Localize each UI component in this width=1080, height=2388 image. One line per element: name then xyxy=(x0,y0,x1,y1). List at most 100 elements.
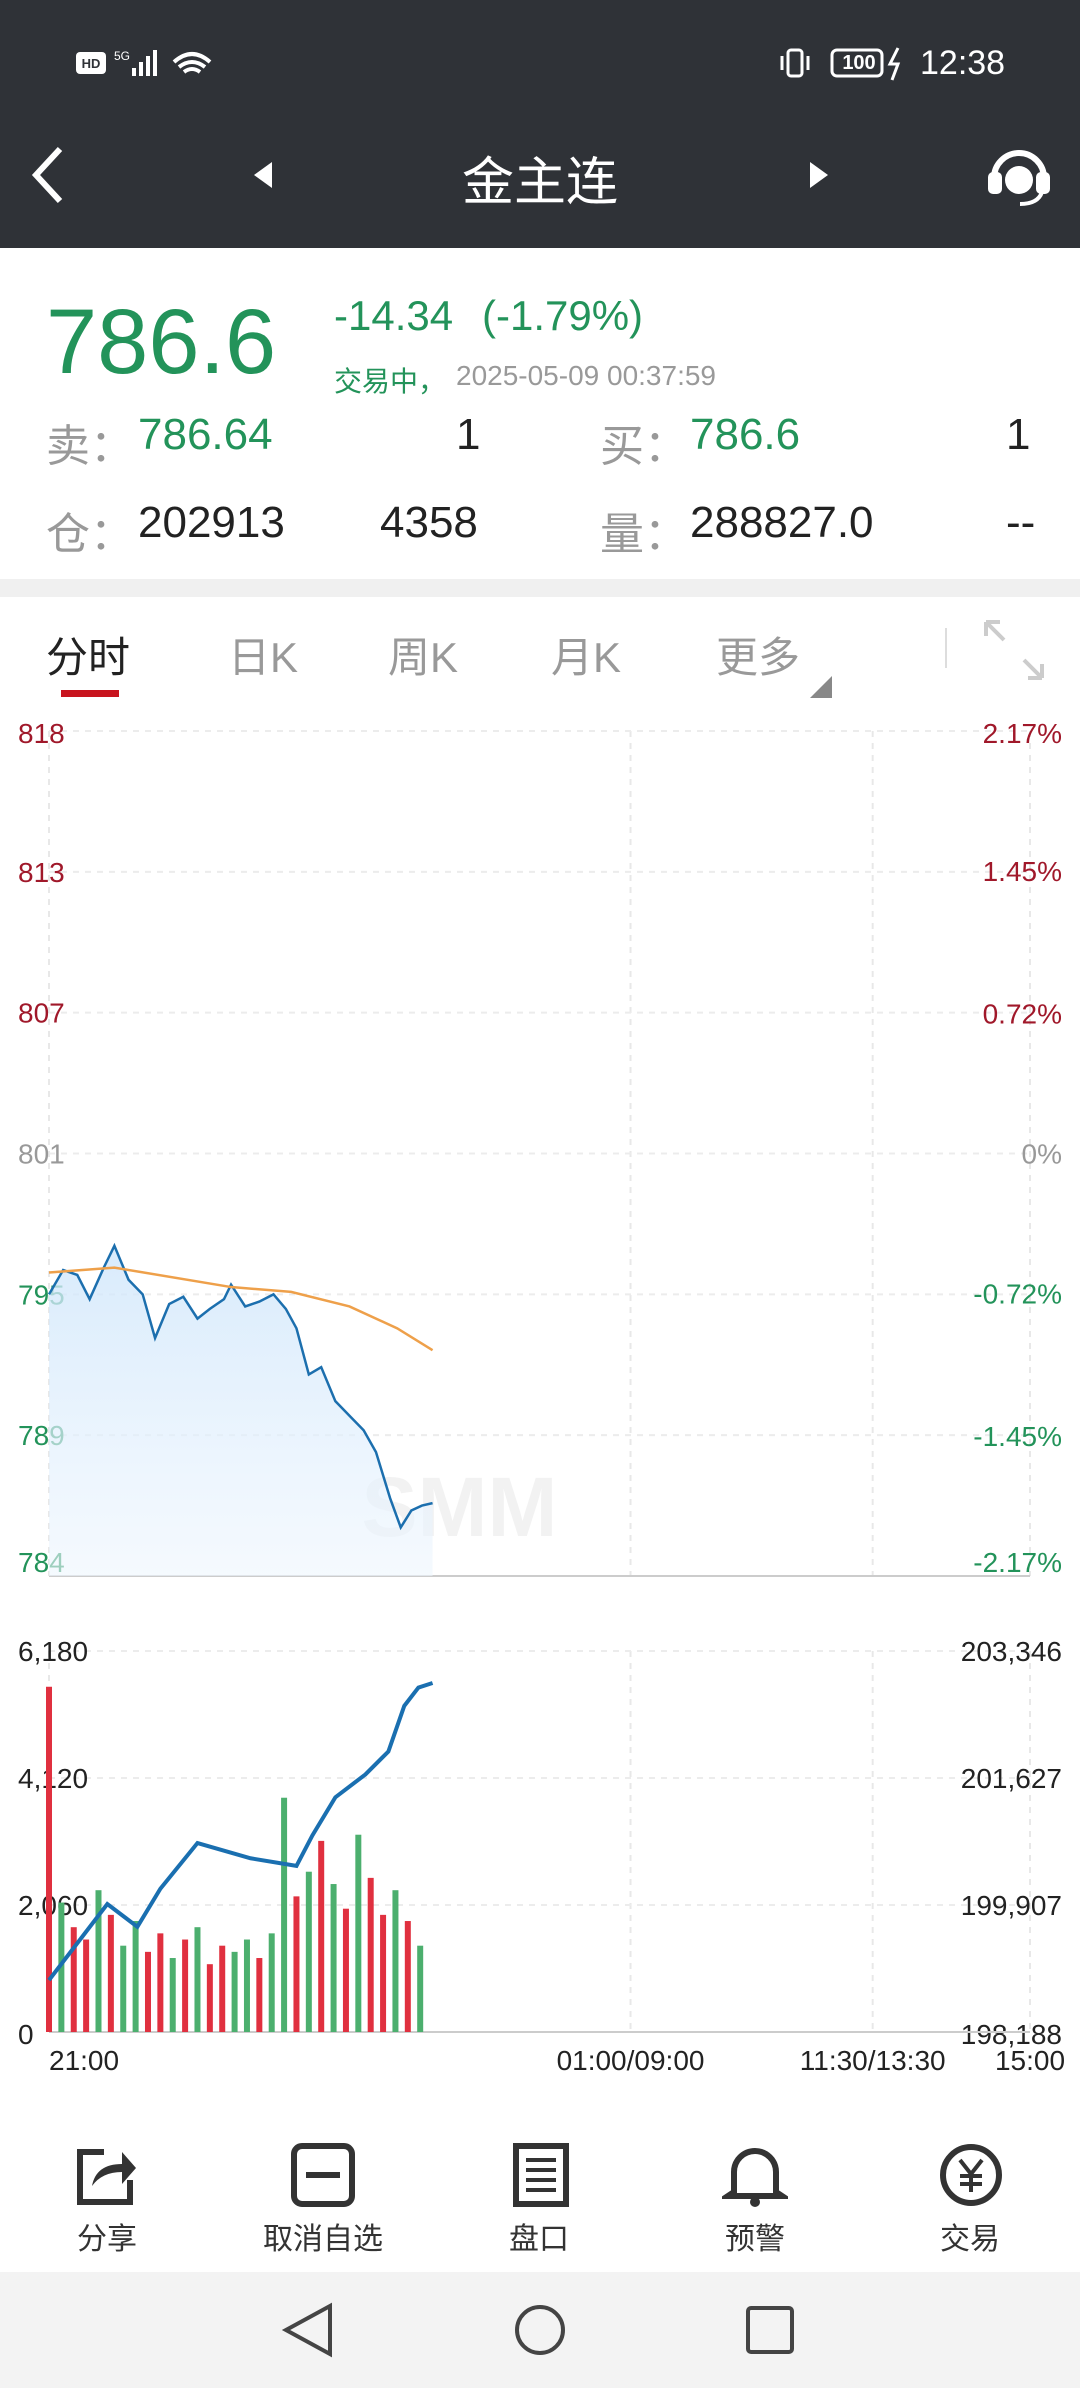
trade-icon[interactable] xyxy=(938,2142,1004,2208)
toolbar-label: 交易 xyxy=(940,2223,1000,2256)
price-change: -14.34 xyxy=(334,292,454,339)
y-tick-label: 0 xyxy=(18,2019,34,2050)
volume-bar xyxy=(95,1890,102,2032)
volume-bar xyxy=(231,1951,238,2032)
open-interest: 202913 xyxy=(138,498,285,547)
charts: 8188138078017957897842.17%1.45%0.72%0%-0… xyxy=(18,718,1065,2076)
price-change-pct: (-1.79%) xyxy=(482,292,644,339)
volume-bar xyxy=(169,1958,176,2032)
series-line xyxy=(48,1266,434,1352)
nav-buttons[interactable] xyxy=(280,2302,800,2358)
trade-state: 交易中， xyxy=(334,366,447,397)
volume-bar xyxy=(256,1958,263,2032)
volume-bar xyxy=(293,1896,300,2032)
status-right-icons xyxy=(780,47,901,81)
tab[interactable]: 日K xyxy=(228,634,299,681)
app-bar: HD 5G 100 12:38 金主连 xyxy=(0,0,1080,248)
y2-tick-label: 199,907 xyxy=(961,1890,1062,1921)
toolbar-label: 预警 xyxy=(725,2223,785,2256)
unwatch-icon[interactable] xyxy=(290,2142,356,2208)
volume-bar xyxy=(182,1939,189,2032)
series-line xyxy=(47,1681,434,1982)
separator xyxy=(0,579,1080,597)
volume-bar xyxy=(243,1939,250,2032)
price-area xyxy=(49,1245,433,1576)
tab[interactable]: 分时 xyxy=(46,634,131,681)
volume-bar xyxy=(380,1914,387,2032)
volume-bar xyxy=(157,1933,164,2032)
volume-bar xyxy=(355,1834,362,2032)
volume-bar xyxy=(120,1945,127,2032)
ask-price: 786.64 xyxy=(138,410,273,459)
tab-indicator xyxy=(61,690,119,697)
y2-tick-label: -0.72% xyxy=(973,1279,1062,1310)
volume-bar xyxy=(70,1927,77,2032)
volume-bar xyxy=(83,1939,90,2032)
volume-bar xyxy=(107,1914,114,2032)
alert-icon[interactable] xyxy=(722,2142,788,2208)
service-button[interactable] xyxy=(986,142,1052,208)
volume-bar xyxy=(281,1797,288,2032)
y2-tick-label: 2.17% xyxy=(983,718,1062,749)
fullscreen-button[interactable] xyxy=(982,618,1046,682)
y-tick-label: 807 xyxy=(18,998,65,1029)
y2-tick-label: 1.45% xyxy=(983,856,1062,887)
volume-bar xyxy=(305,1871,312,2032)
volume-bar xyxy=(404,1921,411,2032)
y2-tick-label: 201,627 xyxy=(961,1763,1062,1794)
tab[interactable]: 更多 xyxy=(716,634,801,681)
tab-divider xyxy=(945,628,947,668)
ask-size: 1 xyxy=(456,410,481,459)
toolbar-label: 盘口 xyxy=(509,2223,569,2256)
x-tick-label: 01:00/09:00 xyxy=(557,2045,705,2076)
svg-text:HD: HD xyxy=(82,56,101,71)
tab[interactable]: 月K xyxy=(551,634,622,681)
ask-label: 卖： xyxy=(46,422,134,471)
volume-bar xyxy=(206,1964,213,2032)
volume-extra: -- xyxy=(1006,498,1036,547)
y-tick-label: 813 xyxy=(18,857,65,888)
share-icon[interactable] xyxy=(74,2142,140,2208)
volume-bar xyxy=(392,1890,399,2032)
toolbar-label: 分享 xyxy=(77,2223,137,2256)
timestamp: 2025-05-09 00:37:59 xyxy=(456,360,716,391)
volume-label: 量： xyxy=(600,510,688,559)
volume-bar xyxy=(219,1945,226,2032)
y-tick-label: 818 xyxy=(18,718,65,749)
y2-tick-label: 0.72% xyxy=(983,998,1062,1029)
x-tick-label: 11:30/13:30 xyxy=(800,2045,946,2076)
series-line xyxy=(47,1242,433,1531)
y2-tick-label: 198,188 xyxy=(961,2019,1062,2050)
volume-bar xyxy=(268,1933,275,2032)
volume-bar xyxy=(46,1686,52,2032)
orderbook-icon[interactable] xyxy=(508,2142,574,2208)
y2-tick-label: 203,346 xyxy=(961,1636,1062,1667)
volume-bar xyxy=(144,1951,151,2032)
tab[interactable]: 周K xyxy=(388,634,459,681)
bid-size: 1 xyxy=(1006,410,1031,459)
y-tick-label: 4,120 xyxy=(18,1763,88,1794)
x-tick-label: 21:00 xyxy=(49,2045,119,2076)
clock: 12:38 xyxy=(920,44,1006,82)
dropdown-corner xyxy=(810,676,832,698)
back-button[interactable] xyxy=(28,145,68,205)
x-tick-label: 15:00 xyxy=(995,2045,1065,2076)
y-tick-label: 801 xyxy=(18,1139,65,1170)
next-button[interactable] xyxy=(806,160,832,190)
y-tick-label: 6,180 xyxy=(18,1636,88,1667)
last-price: 786.6 xyxy=(46,291,277,393)
prev-button[interactable] xyxy=(250,160,276,190)
volume-bar xyxy=(330,1884,337,2032)
y-tick-label: 2,060 xyxy=(18,1890,88,1921)
volume-bar xyxy=(417,1945,424,2032)
volume-bar xyxy=(367,1877,374,2032)
oi-label: 仓： xyxy=(46,510,134,559)
volume-bar xyxy=(318,1840,325,2032)
volume: 288827.0 xyxy=(690,498,874,547)
battery-level: 100 xyxy=(842,52,876,74)
y2-tick-label: -1.45% xyxy=(973,1421,1062,1452)
y2-tick-label: -2.17% xyxy=(973,1547,1062,1578)
volume-bar xyxy=(194,1927,201,2032)
bid-label: 买： xyxy=(600,422,688,471)
